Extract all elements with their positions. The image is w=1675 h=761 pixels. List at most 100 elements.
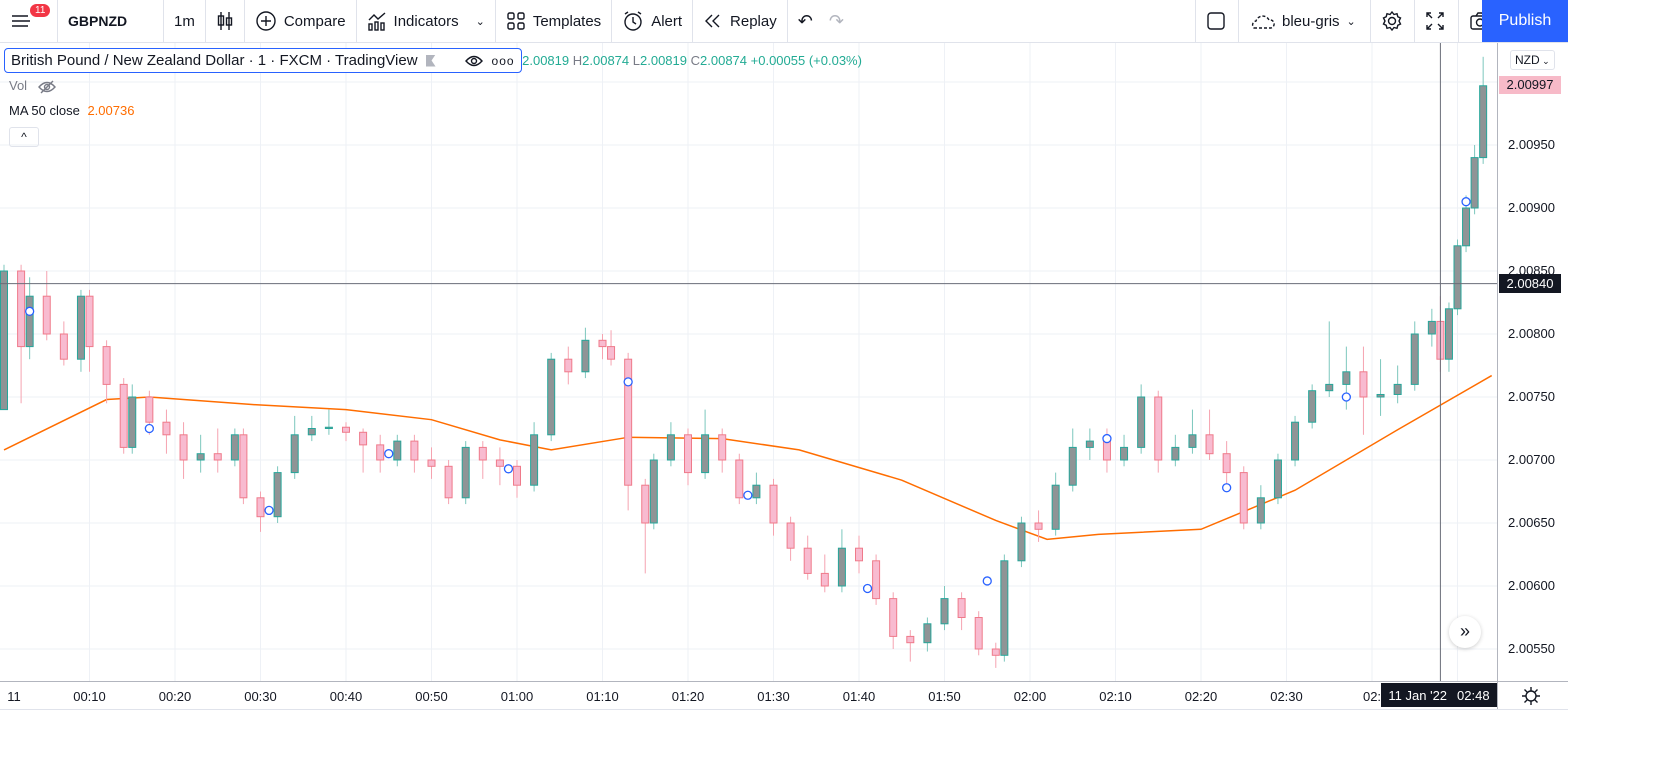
plus-circle-icon <box>256 11 276 31</box>
price-chart[interactable] <box>0 43 1497 681</box>
candle-down <box>624 358 633 486</box>
candle-down <box>495 459 504 467</box>
time-tick-label: 00:50 <box>415 689 448 704</box>
more-icon[interactable]: ooo <box>491 53 515 68</box>
candle-down <box>1034 522 1043 530</box>
candle-up <box>25 295 34 348</box>
crosshair-time-label: 11 Jan '22 02:48 <box>1381 683 1497 707</box>
notification-badge: 11 <box>30 4 51 17</box>
axis-settings-icon[interactable] <box>1521 686 1541 706</box>
candle-up <box>1393 383 1402 395</box>
undo-redo: ↶ ↷ <box>788 0 854 42</box>
candle-down <box>1222 453 1231 474</box>
candle-down <box>376 444 385 461</box>
price-tick-label: 2.00550 <box>1508 641 1555 656</box>
candle-down <box>889 598 898 637</box>
eye-icon[interactable] <box>464 54 484 68</box>
candle-up <box>666 434 675 461</box>
eye-off-icon[interactable] <box>37 80 57 94</box>
ohlc-values: O2.00819 H2.00874 L2.00819 C2.00874 +0.0… <box>512 53 862 68</box>
candle-down <box>1154 396 1163 461</box>
layout-menu-button[interactable]: bleu-gris ⌄ <box>1239 0 1371 42</box>
candle-down <box>803 547 812 574</box>
high-value: 2.00874 <box>582 53 630 68</box>
candle-down <box>444 465 453 499</box>
low-value: 2.00819 <box>640 53 687 68</box>
symbol-search[interactable]: GBPNZD <box>58 0 164 42</box>
candle-down <box>119 383 128 448</box>
time-axis[interactable]: 11 00:10 00:20 00:30 00:40 00:50 01:00 01:10 01:… <box>0 681 1568 710</box>
square-icon <box>1207 12 1225 30</box>
candle-up <box>290 434 299 474</box>
currency-button[interactable]: NZD ⌄ <box>1510 50 1555 70</box>
indicators-button[interactable]: Indicators ⌄ <box>357 0 496 42</box>
candle-up <box>1462 207 1471 247</box>
candle-down <box>1102 440 1111 461</box>
candle-down <box>718 434 727 461</box>
chevron-down-icon: ⌄ <box>1539 56 1550 66</box>
candle-down <box>59 333 68 360</box>
candle-up <box>230 434 239 461</box>
price-tick-label: 2.00750 <box>1508 389 1555 404</box>
replay-button[interactable]: Replay <box>693 0 788 42</box>
chart-type-button[interactable] <box>206 0 245 42</box>
settings-button[interactable] <box>1371 0 1415 42</box>
candle-up <box>1171 446 1180 461</box>
compare-button[interactable]: Compare <box>245 0 357 42</box>
collapse-legend-button[interactable]: ^ <box>9 127 39 147</box>
ma-value: 2.00736 <box>87 103 135 118</box>
candle-up <box>1273 459 1282 499</box>
candle-down <box>213 453 222 461</box>
flag-icon[interactable] <box>425 54 436 67</box>
candle-down <box>735 459 744 499</box>
menu-button[interactable]: 11 <box>0 0 58 42</box>
chevron-up-icon: ^ <box>21 130 27 144</box>
trade-marker <box>384 449 394 459</box>
time-tick-label: 01:20 <box>671 689 705 704</box>
fullscreen-button[interactable] <box>1415 0 1459 42</box>
crosshair-price-label: 2.00840 <box>1499 274 1561 293</box>
double-chevron-right-icon: » <box>1459 621 1470 641</box>
candle-down <box>410 440 419 461</box>
price-axis-border <box>1497 43 1498 710</box>
interval-button[interactable]: 1m <box>164 0 206 42</box>
candle-down <box>957 598 966 618</box>
candle-down <box>1239 472 1248 524</box>
publish-button[interactable]: Publish <box>1482 0 1568 42</box>
candle-down <box>513 465 521 486</box>
candle-up <box>530 434 539 486</box>
trade-marker <box>743 490 753 500</box>
candle-down <box>991 648 1000 656</box>
alert-button[interactable]: Alert <box>612 0 694 42</box>
templates-button[interactable]: Templates <box>496 0 613 42</box>
candle-up <box>752 484 761 499</box>
trade-marker <box>1102 433 1112 444</box>
candle-down <box>256 497 265 518</box>
candle-up <box>940 598 949 625</box>
indicators-label: Indicators <box>393 12 459 30</box>
indicators-icon <box>367 12 386 31</box>
scroll-to-realtime-button[interactable]: » <box>1449 616 1481 648</box>
symbol-legend[interactable]: British Pound / New Zealand Dollar · 1 ·… <box>4 48 522 73</box>
select-layout-button[interactable] <box>1195 0 1239 42</box>
crosshair-time: 02:48 <box>1457 687 1490 703</box>
price-tick-label: 2.00900 <box>1508 200 1555 215</box>
ma-label: MA 50 close <box>9 103 80 118</box>
crosshair-date: 11 Jan '22 <box>1388 687 1448 703</box>
candle-up <box>581 339 590 373</box>
price-tick-label: 2.00800 <box>1508 326 1555 341</box>
candle-down <box>342 426 350 433</box>
low-label: L <box>632 53 640 68</box>
redo-icon[interactable]: ↷ <box>828 10 844 31</box>
trade-marker <box>982 576 992 586</box>
close-value: 2.00874 <box>700 53 748 68</box>
candle-down <box>359 431 368 446</box>
candle-up <box>923 623 932 644</box>
templates-icon <box>507 12 525 30</box>
undo-icon[interactable]: ↶ <box>797 10 813 31</box>
compare-label: Compare <box>283 12 346 30</box>
chevron-down-icon[interactable]: ⌄ <box>475 15 485 28</box>
symbol-label: GBPNZD <box>68 13 128 29</box>
candle-down <box>85 295 94 348</box>
candle-up <box>307 428 316 436</box>
